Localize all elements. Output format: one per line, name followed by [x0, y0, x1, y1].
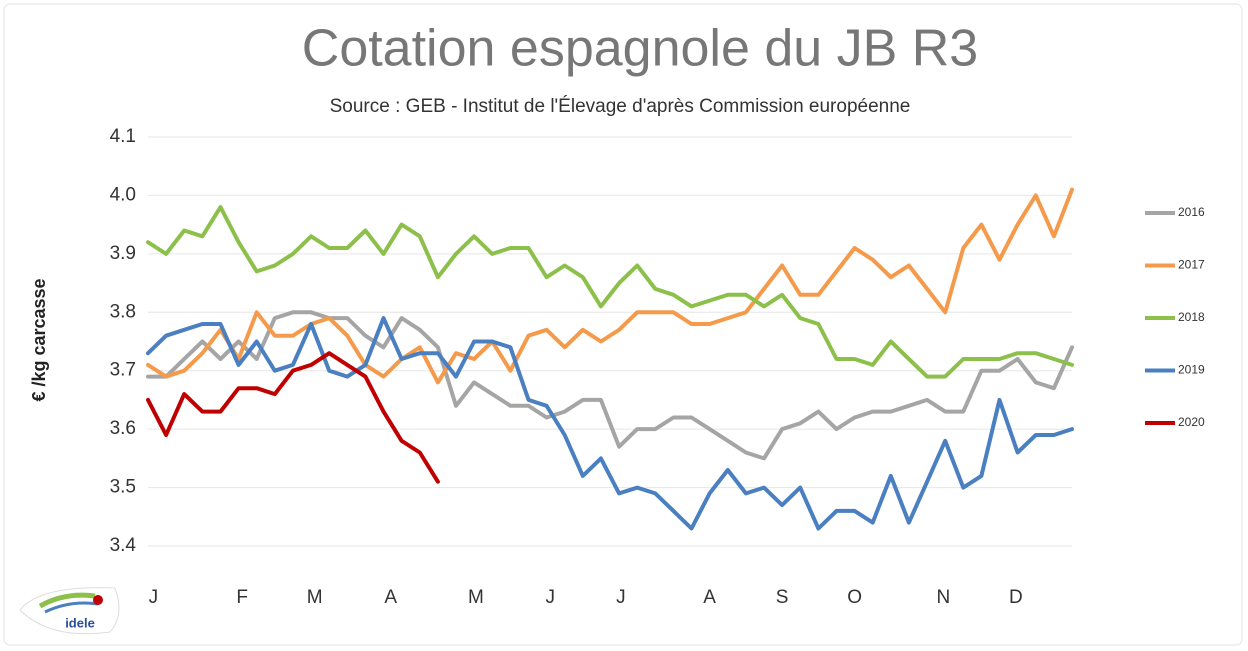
legend-label: 2018 [1178, 310, 1205, 324]
series-line [146, 310, 1074, 461]
x-tick-label: A [384, 587, 397, 608]
y-tick-label: 3.5 [110, 477, 136, 498]
x-tick-label: M [307, 587, 323, 608]
logo: idele [19, 587, 120, 635]
y-tick-label: 4.1 [110, 126, 136, 147]
chart-subtitle: Source : GEB - Institut de l'Élevage d'a… [330, 96, 911, 117]
x-tick-label: F [236, 587, 248, 608]
series-line [146, 187, 1074, 385]
series-line [146, 351, 440, 484]
logo-text: idele [65, 615, 95, 630]
chart-title: Cotation espagnole du JB R3 [302, 20, 978, 78]
series-line [146, 316, 1074, 531]
legend-label: 2017 [1178, 258, 1205, 272]
x-tick-label: O [847, 587, 862, 608]
legend-label: 2019 [1178, 363, 1205, 377]
y-tick-label: 3.6 [110, 418, 136, 439]
y-tick-label: 4.0 [110, 184, 136, 205]
y-axis-label: € /kg carcasse [29, 278, 49, 401]
series-line [146, 205, 1074, 379]
x-tick-label: J [545, 587, 555, 608]
y-tick-label: 3.9 [110, 243, 136, 264]
x-tick-label: M [468, 587, 484, 608]
x-tick-label: A [703, 587, 716, 608]
x-tick-label: S [776, 587, 789, 608]
x-tick-label: J [149, 587, 159, 608]
x-tick-label: D [1009, 587, 1023, 608]
x-tick-label: N [936, 587, 950, 608]
x-tick-label: J [616, 587, 626, 608]
y-tick-label: 3.7 [110, 360, 136, 381]
legend-label: 2020 [1178, 415, 1205, 429]
legend-label: 2016 [1178, 205, 1205, 219]
y-tick-label: 3.8 [110, 301, 136, 322]
y-tick-label: 3.4 [110, 535, 137, 556]
